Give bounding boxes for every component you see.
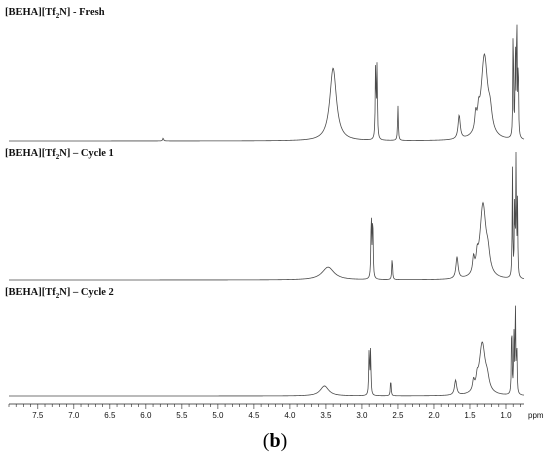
x-tick-label: 1.0	[500, 411, 512, 420]
spectrum-title-cycle-2: [BEHA][Tf2N] – Cycle 2	[5, 287, 114, 301]
spectrum-trace-2	[9, 305, 525, 397]
x-tick-label: 7.5	[32, 411, 44, 420]
x-axis-unit-label: ppm	[528, 411, 544, 420]
spectrum-trace-0	[9, 24, 525, 142]
ppm-axis: 7.5 7.0 6.5 6.0 5.5 5.0 4.5 4.0 3.5 3.0 2.5 2.0 1.5 1…	[8, 403, 544, 420]
x-tick-label: 6.0	[140, 411, 152, 420]
x-tick-label: 7.0	[68, 411, 80, 420]
spectrum-title-cycle-1: [BEHA][Tf2N] – Cycle 1	[5, 148, 114, 162]
x-tick-label: 5.0	[212, 411, 224, 420]
x-tick-label: 2.5	[392, 411, 404, 420]
spectrum-title-fresh: [BEHA][Tf2N] - Fresh	[5, 7, 105, 21]
x-tick-label: 2.0	[428, 411, 440, 420]
spectrum-trace-1	[9, 151, 525, 281]
x-tick-label: 4.0	[284, 411, 296, 420]
figure-panel-label: (b)	[262, 430, 288, 452]
spectra-traces	[9, 24, 525, 397]
x-tick-label: 3.0	[356, 411, 368, 420]
x-tick-label: 6.5	[104, 411, 116, 420]
x-tick-label: 3.5	[320, 411, 332, 420]
x-tick-label: 1.5	[464, 411, 476, 420]
x-tick-label: 5.5	[176, 411, 188, 420]
x-tick-label: 4.5	[248, 411, 260, 420]
